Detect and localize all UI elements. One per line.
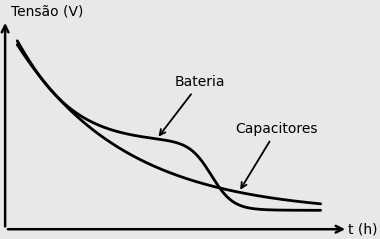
- Text: Tensão (V): Tensão (V): [11, 4, 84, 18]
- Text: Bateria: Bateria: [160, 75, 225, 135]
- Text: t (h): t (h): [348, 222, 377, 236]
- Text: Capacitores: Capacitores: [236, 122, 318, 188]
